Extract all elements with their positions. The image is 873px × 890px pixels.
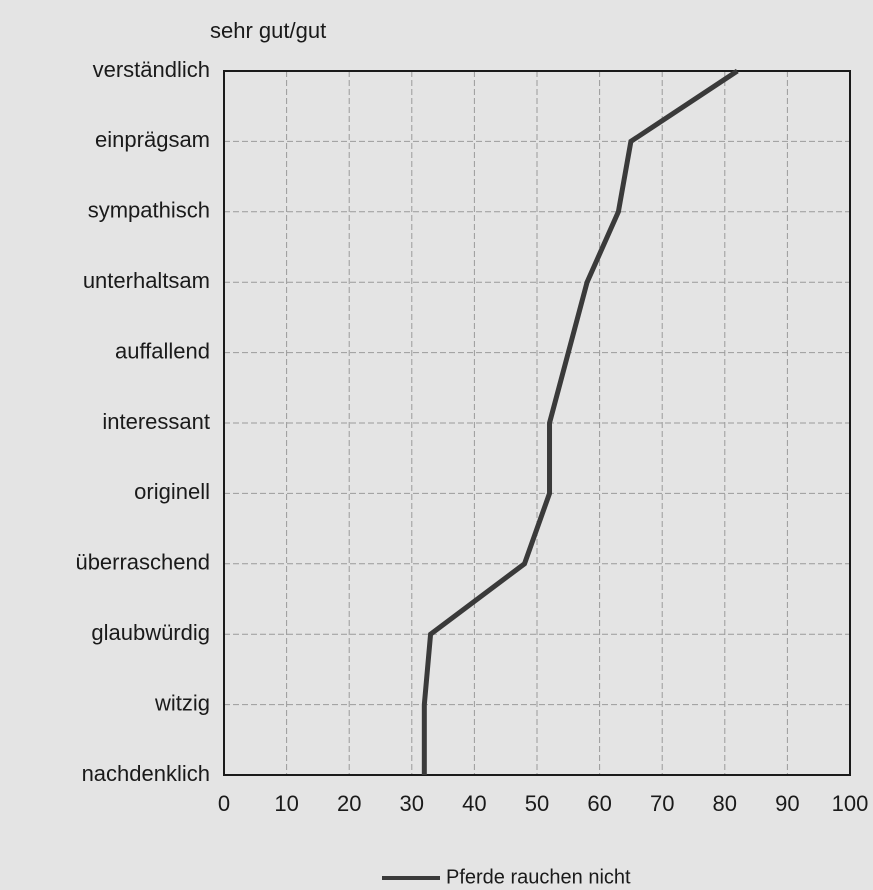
y-tick-label: witzig [154,690,210,715]
y-tick-label: verständlich [93,57,210,82]
x-tick-label: 50 [525,791,549,816]
y-tick-label: sympathisch [88,198,210,223]
y-tick-label: originell [134,479,210,504]
x-tick-label: 90 [775,791,799,816]
legend-label: Pferde rauchen nicht [446,866,631,888]
chart-title: sehr gut/gut [210,18,326,43]
x-tick-label: 30 [400,791,424,816]
y-tick-label: unterhaltsam [83,268,210,293]
x-tick-label: 60 [587,791,611,816]
plot-frame [223,70,851,776]
x-tick-label: 0 [218,791,230,816]
x-tick-label: 40 [462,791,486,816]
y-tick-label: auffallend [115,338,210,363]
data-line [421,68,739,775]
y-tick-label: nachdenklich [82,761,210,786]
y-tick-label: interessant [102,409,210,434]
x-tick-label: 10 [274,791,298,816]
x-tick-label: 70 [650,791,674,816]
x-tick-label: 100 [832,791,869,816]
y-tick-label: überraschend [75,550,210,575]
x-tick-label: 80 [713,791,737,816]
x-tick-label: 20 [337,791,361,816]
y-tick-label: glaubwürdig [91,620,210,645]
y-tick-label: einprägsam [95,127,210,152]
